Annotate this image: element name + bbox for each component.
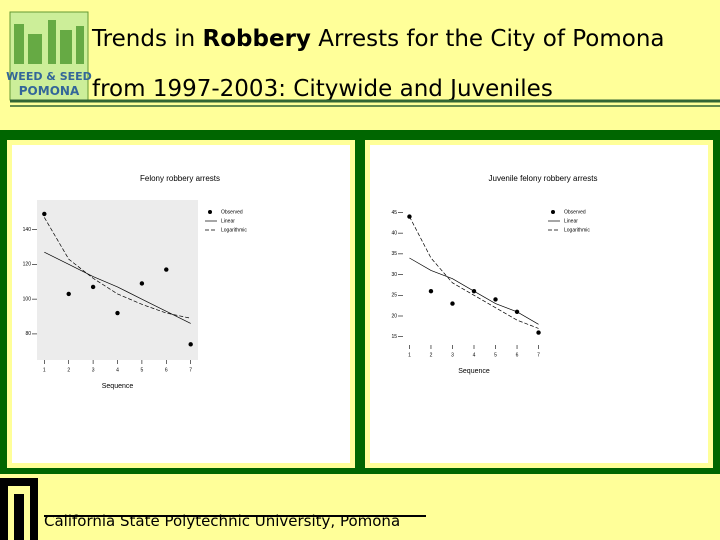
logo: WEED & SEED POMONA bbox=[6, 11, 92, 101]
y-tick-label: 45 bbox=[391, 210, 397, 216]
charts: Felony robbery arrestsSequence8010012014… bbox=[23, 174, 598, 390]
y-tick-label: 25 bbox=[391, 293, 397, 299]
y-tick-label: 40 bbox=[391, 230, 397, 236]
x-tick-label: 7 bbox=[189, 367, 192, 373]
y-tick-label: 140 bbox=[23, 227, 32, 233]
chart-title: Juvenile felony robbery arrests bbox=[489, 174, 598, 183]
title-part: Trends in bbox=[91, 26, 203, 52]
data-point bbox=[164, 267, 169, 272]
logo-text: WEED & SEED bbox=[6, 70, 92, 83]
x-tick-label: 3 bbox=[92, 367, 95, 373]
x-tick-label: 7 bbox=[537, 352, 540, 358]
data-point bbox=[66, 291, 71, 297]
legend-marker bbox=[551, 210, 555, 214]
x-tick-label: 6 bbox=[165, 367, 168, 373]
fit-line bbox=[409, 257, 539, 325]
y-tick-label: 15 bbox=[391, 334, 397, 340]
legend-label: Logarithmic bbox=[564, 227, 590, 233]
plot-area bbox=[37, 200, 198, 360]
x-tick-label: 6 bbox=[516, 352, 519, 358]
y-tick-label: 20 bbox=[391, 313, 397, 319]
data-point bbox=[493, 297, 498, 302]
title-part: Arrests for the City of Pomona bbox=[311, 26, 665, 52]
x-tick-label: 1 bbox=[408, 352, 411, 358]
y-tick-label: 30 bbox=[391, 272, 397, 278]
fit-line bbox=[44, 251, 191, 324]
x-axis-label: Sequence bbox=[458, 368, 490, 375]
data-point bbox=[139, 281, 145, 286]
x-tick-label: 5 bbox=[494, 352, 497, 358]
data-point bbox=[450, 301, 455, 306]
x-tick-label: 1 bbox=[43, 367, 46, 373]
title-part: Robbery bbox=[203, 26, 311, 52]
chart-title: Felony robbery arrests bbox=[140, 174, 220, 183]
logo-text: POMONA bbox=[19, 84, 80, 98]
footer-logo bbox=[0, 478, 38, 540]
legend-label: Observed bbox=[221, 209, 243, 215]
plot-area bbox=[403, 200, 545, 345]
slide-title: from 1997-2003: Citywide and Juveniles bbox=[92, 76, 553, 102]
legend-label: Logarithmic bbox=[221, 227, 247, 233]
x-tick-label: 4 bbox=[116, 367, 119, 373]
y-tick-label: 80 bbox=[25, 331, 31, 337]
fit-line bbox=[44, 217, 191, 319]
x-tick-label: 2 bbox=[67, 367, 70, 373]
data-point bbox=[428, 288, 434, 294]
y-tick-label: 100 bbox=[23, 296, 32, 302]
data-point bbox=[188, 342, 193, 347]
data-point bbox=[407, 214, 412, 219]
fit-line bbox=[409, 216, 539, 329]
legend-label: Observed bbox=[564, 209, 586, 215]
legend-label: Linear bbox=[564, 218, 578, 224]
x-tick-label: 3 bbox=[451, 352, 454, 358]
data-point bbox=[536, 330, 541, 335]
data-point bbox=[42, 211, 47, 217]
footer-text: California State Polytechnic University,… bbox=[44, 512, 400, 530]
x-axis-label: Sequence bbox=[102, 383, 134, 390]
chart: Juvenile felony robbery arrests Sequence 1… bbox=[391, 174, 597, 375]
data-point bbox=[115, 310, 120, 316]
y-tick-label: 35 bbox=[391, 251, 397, 257]
legend-marker bbox=[208, 210, 212, 214]
chart: Felony robbery arrestsSequence8010012014… bbox=[23, 174, 248, 390]
x-tick-label: 4 bbox=[473, 352, 476, 358]
legend-label: Linear bbox=[221, 218, 235, 224]
slide-title: Trends in Robbery Arrests for the City o… bbox=[91, 26, 665, 52]
data-point bbox=[90, 284, 96, 290]
y-tick-label: 120 bbox=[23, 262, 32, 268]
x-tick-label: 2 bbox=[430, 352, 433, 358]
x-tick-label: 5 bbox=[141, 367, 144, 373]
